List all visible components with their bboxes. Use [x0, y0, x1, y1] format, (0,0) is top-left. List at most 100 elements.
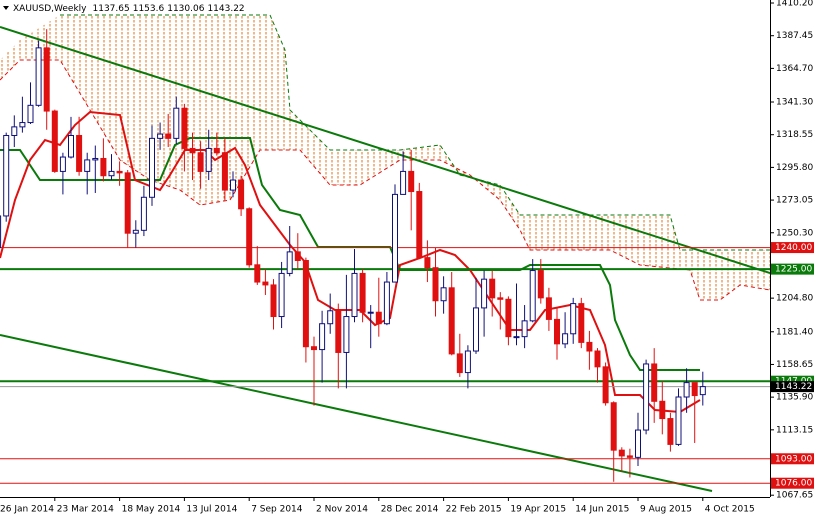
- candle-body: [335, 310, 342, 353]
- y-tick-label: 1158.65: [776, 360, 813, 370]
- candle-body: [140, 196, 147, 231]
- candle-body: [132, 229, 139, 234]
- y-tick-label: 1204.80: [776, 294, 813, 304]
- x-tick-label: 14 Jun 2015: [575, 505, 629, 515]
- candle-body: [618, 449, 625, 457]
- candle-body: [327, 310, 334, 325]
- candle-body: [683, 382, 690, 398]
- header: XAUUSD,Weekly 1137.65 1153.6 1130.06 1143.22: [3, 4, 245, 14]
- trendline-upper: [0, 26, 770, 274]
- candle-body: [375, 311, 382, 325]
- candle-body: [424, 257, 431, 269]
- candle-body: [586, 341, 593, 352]
- candle-body: [254, 264, 261, 283]
- time-axis: 26 Jan 2014 23 Mar 2014 18 May 2014 13 Jul …: [0, 497, 755, 515]
- candle-body: [246, 208, 253, 266]
- candle-body: [3, 134, 10, 217]
- candle-body: [84, 159, 91, 172]
- candle-body: [92, 157, 99, 161]
- candle-body: [157, 133, 164, 139]
- candle-body: [383, 281, 390, 325]
- candle-body: [302, 259, 309, 348]
- level-tag: [771, 477, 814, 489]
- candle-body: [578, 303, 585, 343]
- candle-body: [489, 278, 496, 299]
- y-tick-label: 1181.40: [776, 327, 813, 337]
- candle-body: [554, 318, 560, 345]
- candle-body: [635, 429, 641, 458]
- x-tick-label: 22 Feb 2015: [446, 505, 502, 515]
- candle-body: [343, 316, 350, 353]
- candle-body: [319, 323, 326, 351]
- y-tick-label: 1113.15: [776, 425, 813, 435]
- candle-body: [521, 320, 528, 338]
- header-text: XAUUSD,Weekly 1137.65 1153.6 1130.06 1143.22: [13, 4, 245, 14]
- y-tick-label: 1341.30: [776, 98, 813, 108]
- y-tick-label: 1250.30: [776, 228, 813, 238]
- y-tick-label: 1364.70: [776, 64, 813, 74]
- x-tick-label: 26 Jan 2014: [0, 505, 54, 515]
- candle-body: [294, 251, 301, 261]
- candle-body: [19, 122, 26, 128]
- candle-body: [448, 287, 455, 355]
- level-tag: [771, 263, 814, 275]
- y-tick-label: 1135.90: [776, 393, 813, 403]
- level-tag: [771, 242, 814, 254]
- candle-body: [367, 311, 374, 314]
- x-tick-label: 19 Apr 2015: [510, 505, 566, 515]
- candle-body: [464, 350, 471, 374]
- candle-body: [270, 284, 277, 318]
- candle-body: [286, 251, 293, 274]
- candle-body: [691, 382, 698, 397]
- last-close: 1143.22: [207, 4, 244, 14]
- x-tick-label: 9 Aug 2015: [640, 505, 692, 515]
- level-label: 1076.00: [775, 479, 812, 489]
- candle-body: [51, 110, 58, 172]
- x-tick-label: 4 Oct 2015: [705, 505, 755, 515]
- price-axis: 1410.20 1387.45 1364.70 1341.30 1318.55 1295.…: [770, 0, 813, 501]
- candle-body: [537, 270, 544, 299]
- senkou-span-b: [60, 14, 770, 251]
- current-price-label: 1143.22: [775, 382, 812, 392]
- candle-body: [59, 156, 66, 172]
- candle-body: [699, 386, 706, 396]
- candle-body: [416, 191, 423, 259]
- candle-body: [432, 267, 439, 302]
- candle-body: [659, 400, 666, 420]
- candle-body: [230, 179, 236, 191]
- candle-body: [651, 363, 658, 402]
- x-tick-label: 2 Nov 2014: [316, 505, 368, 515]
- candle-body: [213, 147, 220, 154]
- last-high: 1153.6: [133, 4, 165, 14]
- levels: [0, 247, 770, 484]
- candle-body: [473, 307, 479, 352]
- candle-body: [11, 126, 18, 136]
- candle-body: [570, 303, 577, 335]
- level-label: 1225.00: [775, 265, 812, 275]
- y-tick-label: 1318.55: [776, 130, 813, 140]
- candle-body: [359, 272, 366, 313]
- level-tag: [771, 453, 814, 465]
- candle-body: [189, 147, 196, 154]
- y-tick-label: 1387.45: [776, 31, 813, 41]
- last-low: 1130.06: [167, 4, 204, 14]
- x-tick-label: 28 Dec 2014: [381, 505, 439, 515]
- candle-body: [392, 193, 398, 283]
- last-open: 1137.65: [93, 4, 130, 14]
- candle-body: [27, 104, 34, 124]
- candle-body: [124, 172, 131, 234]
- x-tick-label: 7 Sep 2014: [251, 505, 303, 515]
- level-label: 1093.00: [775, 454, 812, 464]
- candle-body: [408, 170, 415, 193]
- candle-body: [262, 281, 269, 286]
- x-tick-label: 13 Jul 2014: [186, 505, 237, 515]
- candle-body: [35, 47, 42, 106]
- candle-body: [481, 278, 488, 309]
- ichimoku-cloud: [0, 15, 770, 300]
- candle-body: [173, 107, 180, 139]
- candle-body: [602, 366, 609, 404]
- candle-body: [610, 402, 617, 451]
- candle-body: [351, 272, 358, 318]
- level-label: 1240.00: [775, 243, 812, 253]
